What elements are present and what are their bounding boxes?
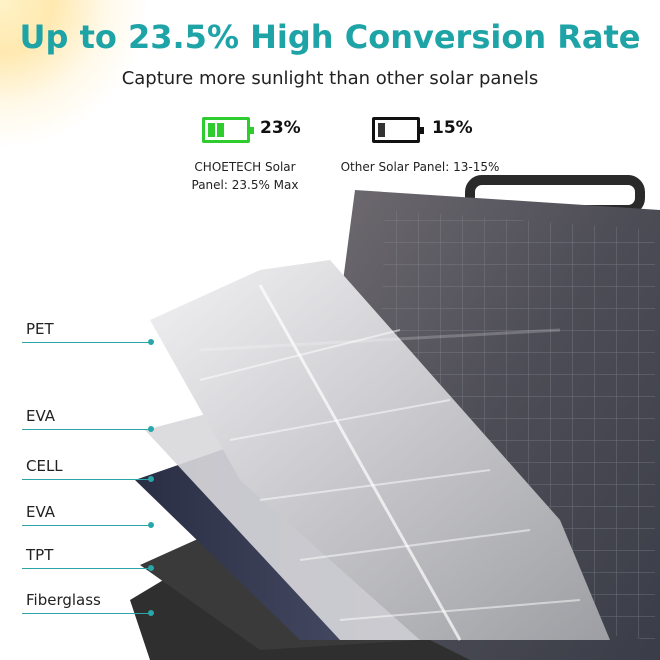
layer-label: EVA	[26, 503, 56, 521]
layer-label: PET	[26, 320, 54, 338]
leader-line	[22, 342, 150, 343]
choetech-caption: CHOETECH Solar Panel: 23.5% Max	[180, 158, 310, 194]
battery-icon-choetech	[202, 117, 254, 143]
leader-line	[22, 525, 150, 526]
sun-glow	[0, 0, 150, 150]
choetech-percent: 23%	[260, 118, 301, 138]
leader-line	[22, 568, 150, 569]
leader-dot	[148, 426, 154, 432]
leader-dot	[148, 339, 154, 345]
layer-label: TPT	[26, 546, 54, 564]
pet-layer	[150, 260, 610, 640]
other-caption: Other Solar Panel: 13-15%	[340, 160, 500, 174]
leader-line	[22, 613, 150, 614]
layer-label: CELL	[26, 457, 63, 475]
caption-line: Panel: 23.5% Max	[191, 178, 299, 192]
leader-line	[22, 429, 150, 430]
caption-line: CHOETECH Solar	[194, 160, 296, 174]
battery-icon-other	[372, 117, 424, 143]
cell-seams	[199, 329, 581, 621]
page-title: Up to 23.5% High Conversion Rate	[19, 18, 641, 56]
leader-dot	[148, 522, 154, 528]
leader-dot	[148, 476, 154, 482]
panel-highlight	[199, 284, 561, 641]
leader-dot	[148, 565, 154, 571]
page-subtitle: Capture more sunlight than other solar p…	[121, 68, 539, 89]
leader-dot	[148, 610, 154, 616]
layer-label: Fiberglass	[26, 591, 101, 609]
other-percent: 15%	[432, 118, 473, 138]
leader-line	[22, 479, 150, 480]
layer-label: EVA	[26, 407, 56, 425]
